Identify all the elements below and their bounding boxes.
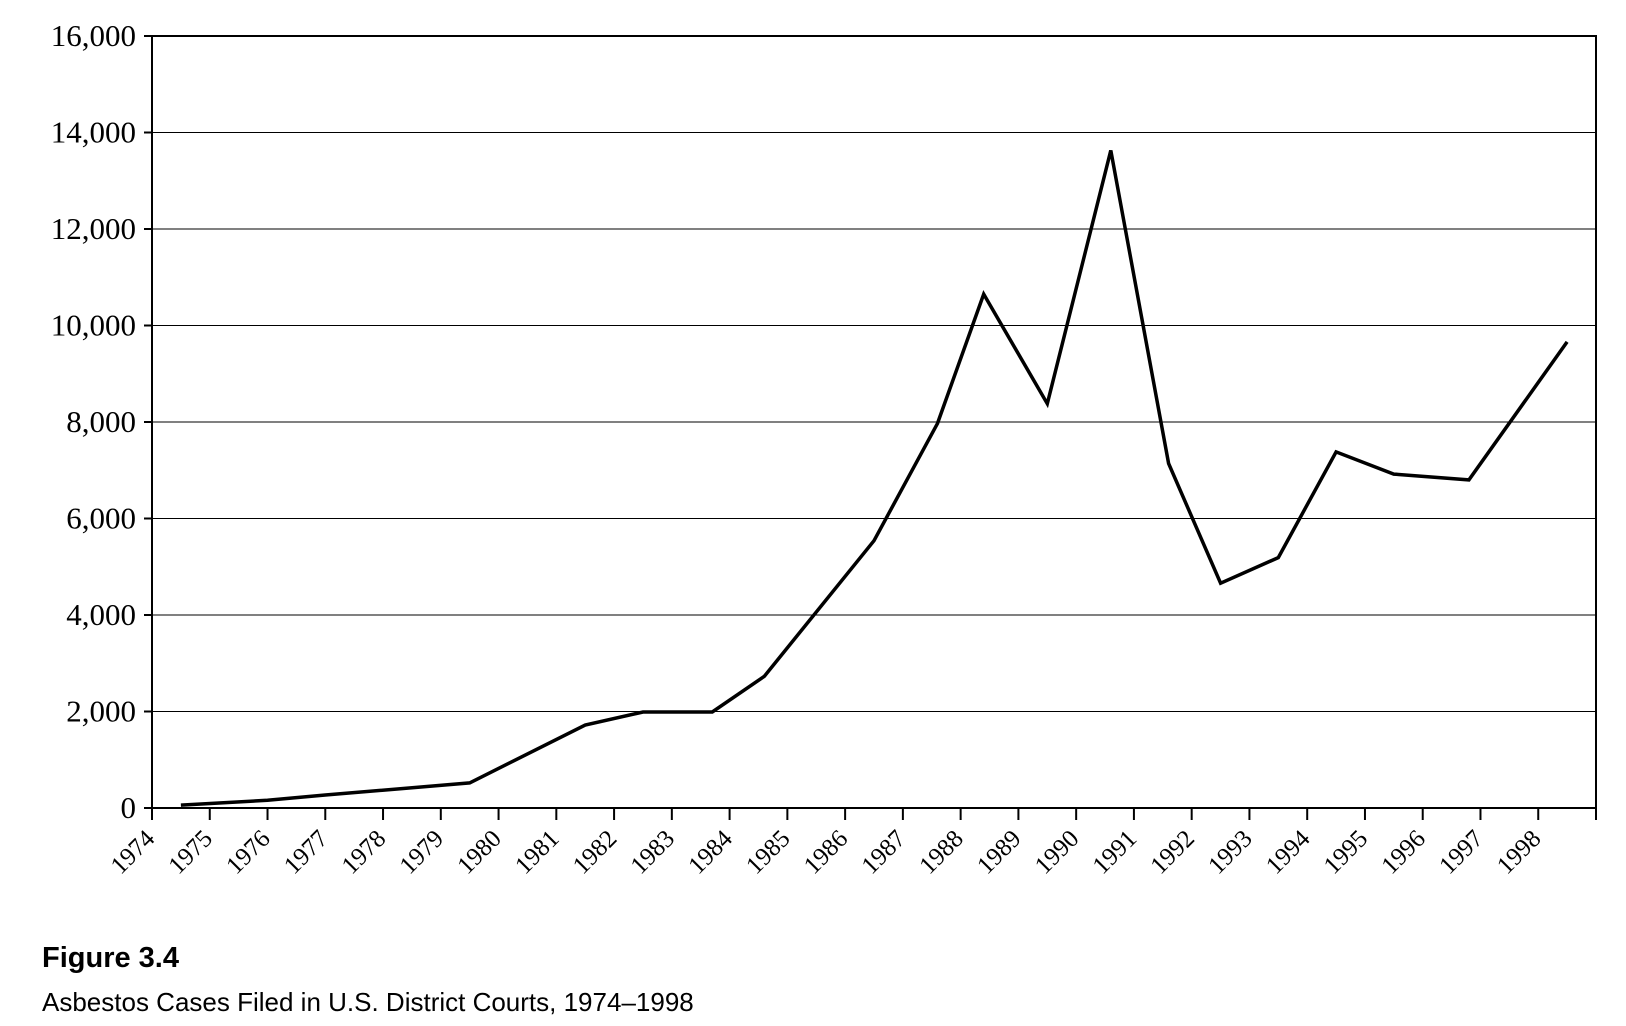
x-tick-label: 1998 xyxy=(1492,825,1546,879)
x-tick-label: 1985 xyxy=(741,825,795,879)
y-tick-label: 10,000 xyxy=(51,308,136,343)
x-axis-ticks: 1974 1975 1976 1977 1978 1979 1980 1981 1982 1983… xyxy=(106,808,1597,880)
y-axis-ticks: 0 2,000 4,000 6,000 8,000 10,000 12,000 14,000 1… xyxy=(51,18,152,825)
y-tick-label: 6,000 xyxy=(66,501,136,536)
x-tick-label: 1989 xyxy=(972,825,1026,879)
x-tick-label: 1993 xyxy=(1203,825,1257,879)
gridlines xyxy=(152,132,1596,712)
x-tick-label: 1982 xyxy=(568,825,622,879)
x-tick-label: 1991 xyxy=(1088,825,1142,879)
x-tick-label: 1978 xyxy=(337,825,391,879)
y-tick-label: 14,000 xyxy=(51,115,136,150)
x-tick-label: 1979 xyxy=(395,825,449,879)
figure-label: Figure 3.4 xyxy=(42,942,179,974)
x-tick-label: 1992 xyxy=(1145,825,1199,879)
y-tick-label: 8,000 xyxy=(66,404,136,439)
y-tick-label: 0 xyxy=(121,790,137,825)
series-layer xyxy=(180,149,1569,807)
y-tick-label: 2,000 xyxy=(66,694,136,729)
x-tick-label: 1983 xyxy=(626,825,680,879)
x-tick-label: 1994 xyxy=(1261,825,1316,880)
x-tick-label: 1996 xyxy=(1377,825,1431,879)
y-tick-label: 12,000 xyxy=(51,211,136,246)
y-tick-label: 16,000 xyxy=(51,18,136,53)
x-tick-label: 1997 xyxy=(1434,825,1488,879)
x-tick-label: 1980 xyxy=(452,825,506,879)
x-tick-label: 1990 xyxy=(1030,825,1084,879)
x-tick-label: 1981 xyxy=(510,825,564,879)
line-chart: 0 2,000 4,000 6,000 8,000 10,000 12,000 14,000 1… xyxy=(51,18,1597,880)
x-tick-label: 1975 xyxy=(164,825,218,879)
x-tick-label: 1988 xyxy=(914,825,968,879)
x-tick-label: 1974 xyxy=(106,825,161,880)
x-tick-label: 1984 xyxy=(683,825,738,880)
series-line xyxy=(180,149,1569,807)
y-tick-label: 4,000 xyxy=(66,597,136,632)
x-tick-label: 1987 xyxy=(857,825,911,879)
x-tick-label: 1977 xyxy=(279,825,333,879)
x-tick-label: 1995 xyxy=(1319,825,1373,879)
x-tick-label: 1976 xyxy=(221,825,275,879)
x-tick-label: 1986 xyxy=(799,825,853,879)
figure-caption: Asbestos Cases Filed in U.S. District Co… xyxy=(42,987,694,1017)
